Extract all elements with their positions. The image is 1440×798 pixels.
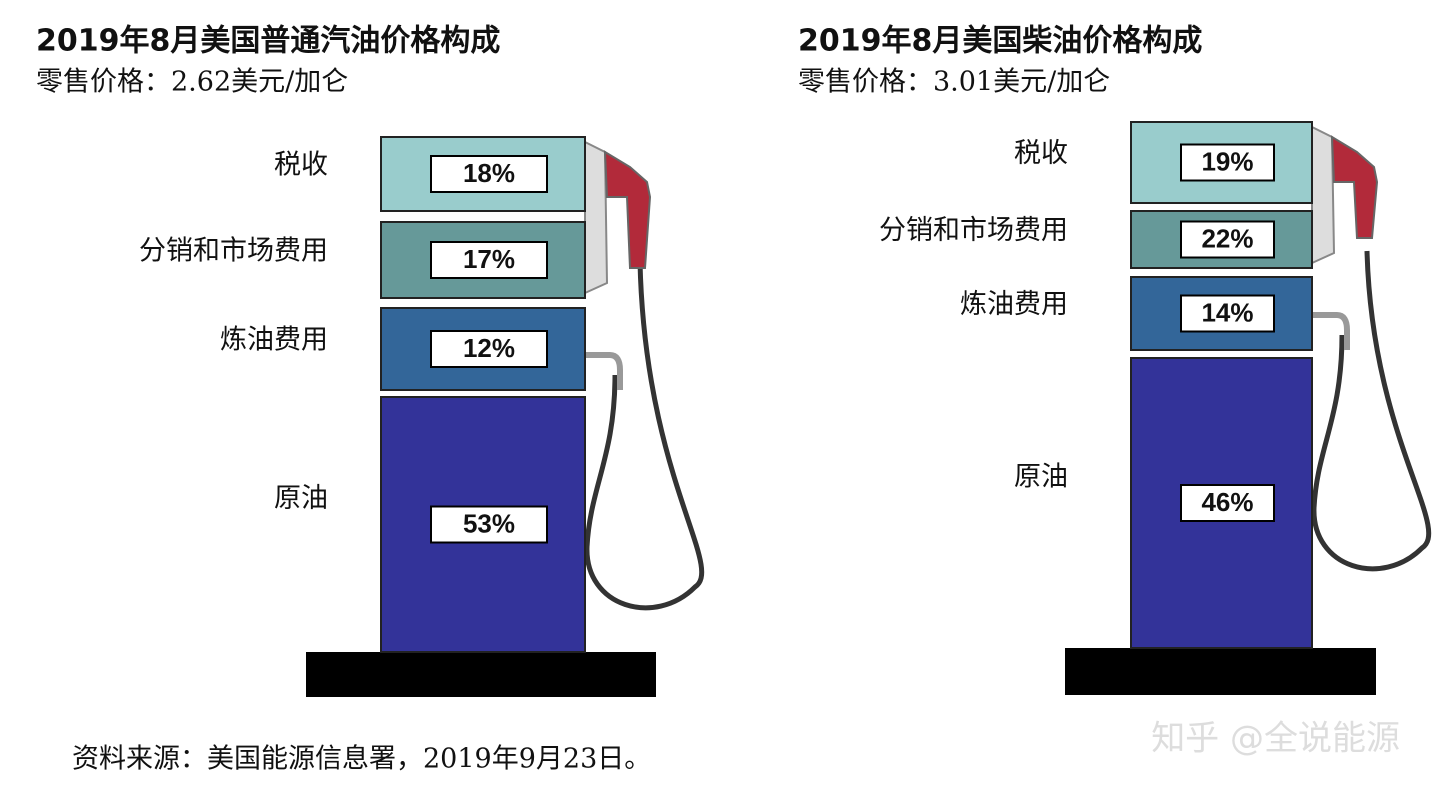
nozzle-holder bbox=[584, 140, 609, 295]
category-label: 分销和市场费用 bbox=[139, 236, 328, 267]
category-label: 分销和市场费用 bbox=[879, 215, 1068, 246]
category-label: 税收 bbox=[1014, 138, 1068, 169]
subtitle: 零售价格：2.62美元/加仑 bbox=[36, 67, 348, 98]
category-label: 原油 bbox=[1014, 462, 1068, 493]
watermark: 知乎 @全说能源 bbox=[1151, 719, 1400, 759]
value-label: 12% bbox=[463, 333, 515, 363]
hook bbox=[585, 352, 623, 390]
value-label: 53% bbox=[463, 508, 515, 538]
subtitle: 零售价格：3.01美元/加仑 bbox=[798, 67, 1110, 98]
category-label: 税收 bbox=[274, 150, 328, 181]
value-box bbox=[1180, 220, 1275, 259]
value-label: 14% bbox=[1201, 297, 1253, 327]
category-label: 原油 bbox=[274, 483, 328, 514]
value-box bbox=[430, 241, 548, 279]
source-note: 资料来源：美国能源信息署，2019年9月23日。 bbox=[72, 744, 651, 775]
nozzle bbox=[603, 150, 652, 269]
value-label: 46% bbox=[1201, 487, 1253, 517]
pump-base bbox=[306, 652, 656, 697]
pump-base bbox=[1065, 648, 1376, 695]
hook bbox=[1312, 312, 1350, 350]
category-label: 炼油费用 bbox=[220, 325, 328, 356]
nozzle-holder bbox=[1311, 125, 1336, 265]
value-box bbox=[430, 155, 548, 193]
chart-title: 2019年8月美国普通汽油价格构成 bbox=[36, 24, 500, 59]
hose bbox=[1311, 250, 1432, 572]
value-box bbox=[430, 505, 548, 544]
nozzle bbox=[1330, 135, 1379, 239]
value-label: 17% bbox=[463, 244, 515, 274]
value-box bbox=[1180, 143, 1275, 182]
category-label: 炼油费用 bbox=[960, 289, 1068, 320]
value-box bbox=[1180, 294, 1275, 333]
chart-title: 2019年8月美国柴油价格构成 bbox=[798, 24, 1202, 59]
value-box bbox=[430, 330, 548, 368]
value-box bbox=[1180, 484, 1275, 522]
value-label: 22% bbox=[1201, 223, 1253, 253]
value-label: 19% bbox=[1201, 146, 1253, 176]
value-label: 18% bbox=[463, 158, 515, 188]
hose bbox=[584, 261, 705, 611]
